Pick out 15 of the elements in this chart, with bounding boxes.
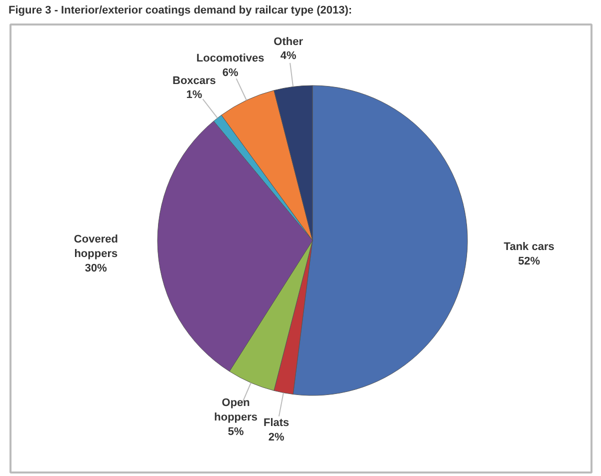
data-label: 30% <box>84 262 108 275</box>
data-label: 1% <box>186 89 202 102</box>
slice-label: Covered hoppers <box>74 234 118 260</box>
chart-title: Figure 3 - Interior/exterior coatings demand by railcar type (2013): <box>8 4 352 16</box>
data-label: 6% <box>222 67 238 80</box>
slice-label: Other <box>274 36 304 48</box>
data-label: 52% <box>518 255 540 268</box>
data-label: 2% <box>268 431 285 444</box>
slice-label: Flats <box>264 416 290 429</box>
slice-label: Tank cars <box>504 240 554 253</box>
data-label: 5% <box>228 426 244 438</box>
slice-label: Locomotives <box>196 52 264 65</box>
data-label: 4% <box>280 50 296 62</box>
slice-label: Boxcars <box>172 74 216 87</box>
slice-label: Open hoppers <box>214 397 258 424</box>
